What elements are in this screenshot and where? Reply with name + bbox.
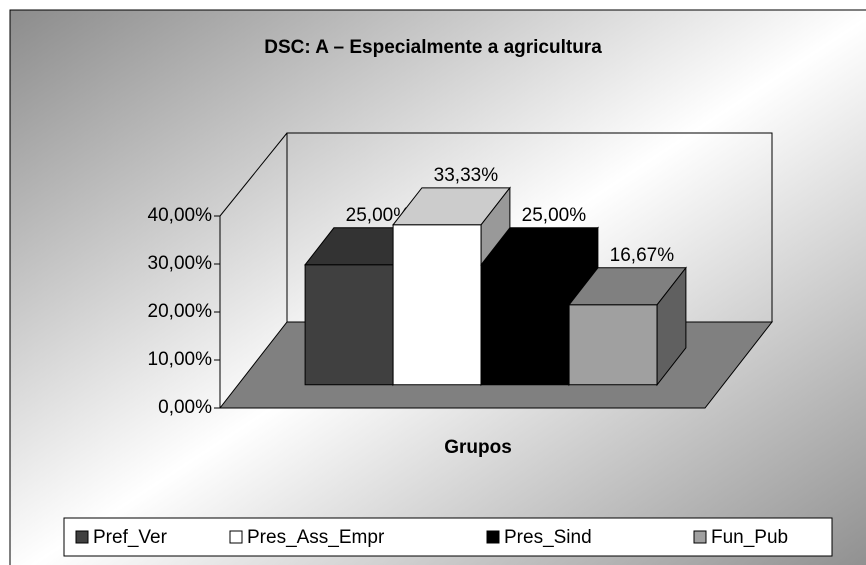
y-tick-label: 20,00% [148, 301, 213, 322]
legend-label: Pres_Ass_Empr [247, 527, 385, 548]
value-label: 16,67% [610, 245, 675, 266]
x-axis-label: Grupos [444, 437, 512, 458]
bar-front [568, 304, 658, 386]
y-tick-label: 10,00% [148, 349, 213, 370]
value-label: 25,00% [346, 205, 411, 226]
legend-swatch [75, 530, 89, 544]
legend-swatch [693, 530, 707, 544]
y-tick-label: 30,00% [148, 253, 213, 274]
legend-label: Fun_Pub [711, 527, 788, 548]
bar-front [392, 224, 482, 386]
chart-title: DSC: A – Especialmente a agricultura [264, 37, 602, 58]
bar-side [656, 266, 687, 387]
legend-label: Pres_Sind [504, 527, 592, 548]
value-label: 33,33% [434, 165, 499, 186]
bar-front [304, 264, 394, 386]
legend-swatch [486, 530, 500, 544]
y-tick-label: 40,00% [148, 205, 213, 226]
side-wall-edge [219, 132, 288, 217]
y-tick-label: 0,00% [158, 397, 212, 418]
value-label: 25,00% [522, 205, 587, 226]
legend-label: Pref_Ver [93, 527, 168, 548]
legend-swatch [229, 530, 243, 544]
bar-front [480, 264, 570, 386]
